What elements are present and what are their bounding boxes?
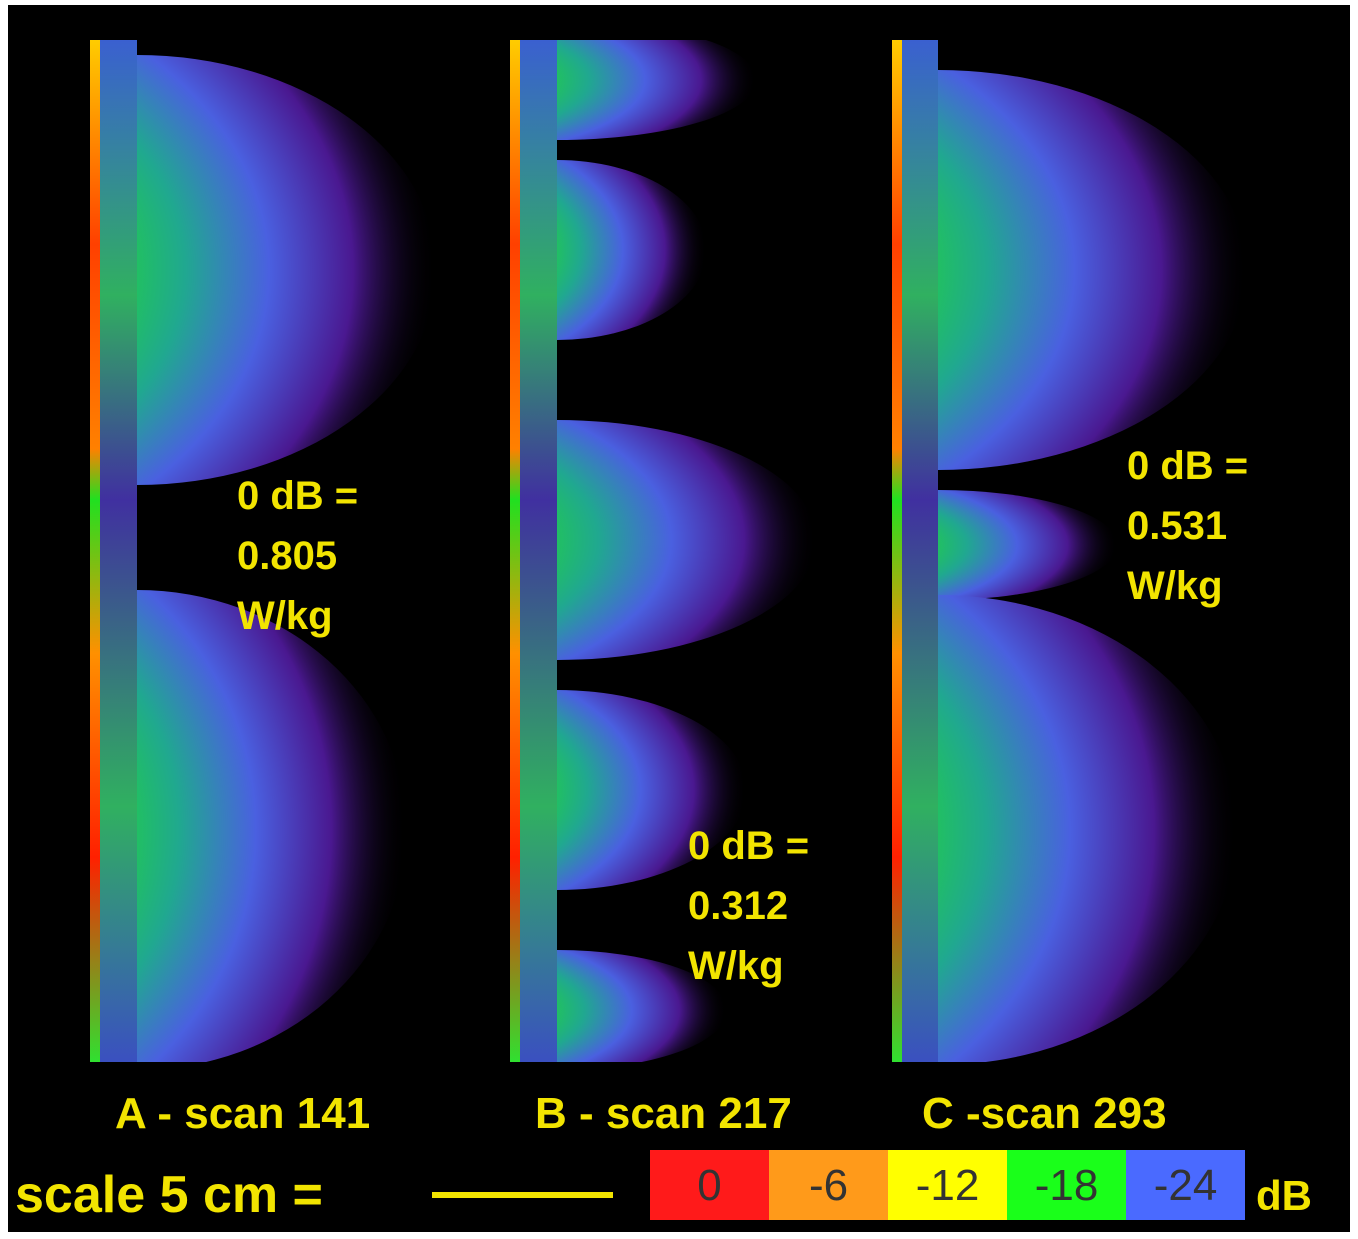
annotation: W/kg bbox=[237, 594, 333, 638]
colorbar-label: 0 bbox=[697, 1161, 721, 1210]
panel-label: C -scan 293 bbox=[922, 1089, 1167, 1138]
colorbar-label: -18 bbox=[1035, 1161, 1099, 1210]
annotation: W/kg bbox=[1127, 564, 1223, 608]
surface-strip bbox=[510, 40, 520, 1062]
annotation: 0.531 bbox=[1127, 504, 1227, 548]
annotation: W/kg bbox=[688, 944, 784, 988]
colorbar-unit: dB bbox=[1256, 1172, 1312, 1219]
panel-label: B - scan 217 bbox=[535, 1089, 792, 1138]
surface-strip bbox=[892, 40, 902, 1062]
annotation: 0 dB = bbox=[237, 474, 358, 518]
surface-strip bbox=[90, 40, 100, 1062]
scale-label: scale 5 cm = bbox=[15, 1166, 323, 1224]
colorbar-label: -12 bbox=[916, 1161, 980, 1210]
annotation: 0 dB = bbox=[688, 824, 809, 868]
edge-strip bbox=[100, 40, 137, 1062]
colorbar: 0 -6 -12 -18 -24 bbox=[650, 1150, 1245, 1220]
edge-strip bbox=[902, 40, 938, 1062]
annotation: 0 dB = bbox=[1127, 444, 1248, 488]
annotation: 0.312 bbox=[688, 884, 788, 928]
edge-strip bbox=[520, 40, 557, 1062]
panel-label: A - scan 141 bbox=[115, 1089, 370, 1138]
colorbar-label: -6 bbox=[809, 1161, 848, 1210]
figure: 0 dB = 0.805 W/kg A - scan 141 0 dB = 0.312 W/… bbox=[0, 0, 1358, 1239]
scale-bar bbox=[432, 1192, 613, 1198]
annotation: 0.805 bbox=[237, 534, 337, 578]
colorbar-label: -24 bbox=[1154, 1161, 1218, 1210]
